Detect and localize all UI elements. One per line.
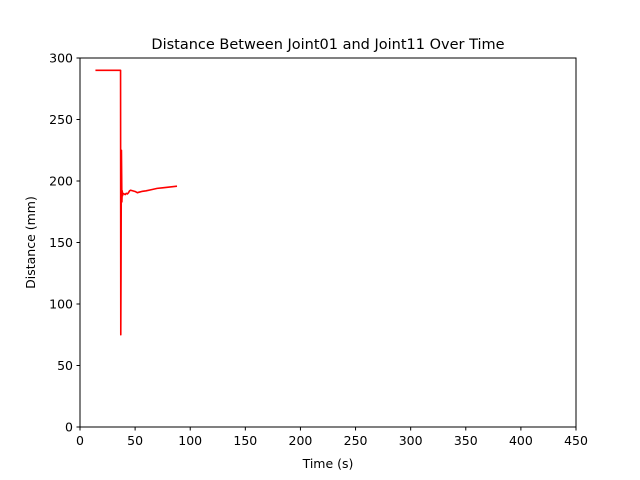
y-tick-label: 250 [49, 112, 73, 127]
y-tick-label: 300 [49, 51, 73, 66]
series-line-0 [95, 69, 178, 336]
y-tick-label: 100 [49, 297, 73, 312]
x-tick-label: 200 [289, 433, 313, 448]
x-tick-label: 450 [564, 433, 588, 448]
y-tick-label: 50 [57, 358, 73, 373]
x-axis: 0 50 100 150 200 250 300 350 400 450 [76, 427, 588, 448]
y-axis-label: Distance (mm) [23, 196, 38, 289]
x-tick-label: 0 [76, 433, 84, 448]
x-tick-label: 400 [509, 433, 533, 448]
x-axis-label: Time (s) [302, 456, 354, 471]
y-tick-label: 200 [49, 174, 73, 189]
x-tick-label: 150 [233, 433, 257, 448]
chart-title: Distance Between Joint01 and Joint11 Ove… [151, 37, 504, 53]
y-tick-label: 150 [49, 235, 73, 250]
series-group [95, 69, 178, 336]
x-tick-label: 350 [454, 433, 478, 448]
x-tick-label: 100 [178, 433, 202, 448]
y-axis: 0 50 100 150 200 250 300 [49, 51, 80, 435]
y-tick-label: 0 [65, 420, 73, 435]
x-tick-label: 300 [399, 433, 423, 448]
plot-frame [79, 57, 577, 428]
x-tick-label: 50 [127, 433, 143, 448]
x-tick-label: 250 [344, 433, 368, 448]
